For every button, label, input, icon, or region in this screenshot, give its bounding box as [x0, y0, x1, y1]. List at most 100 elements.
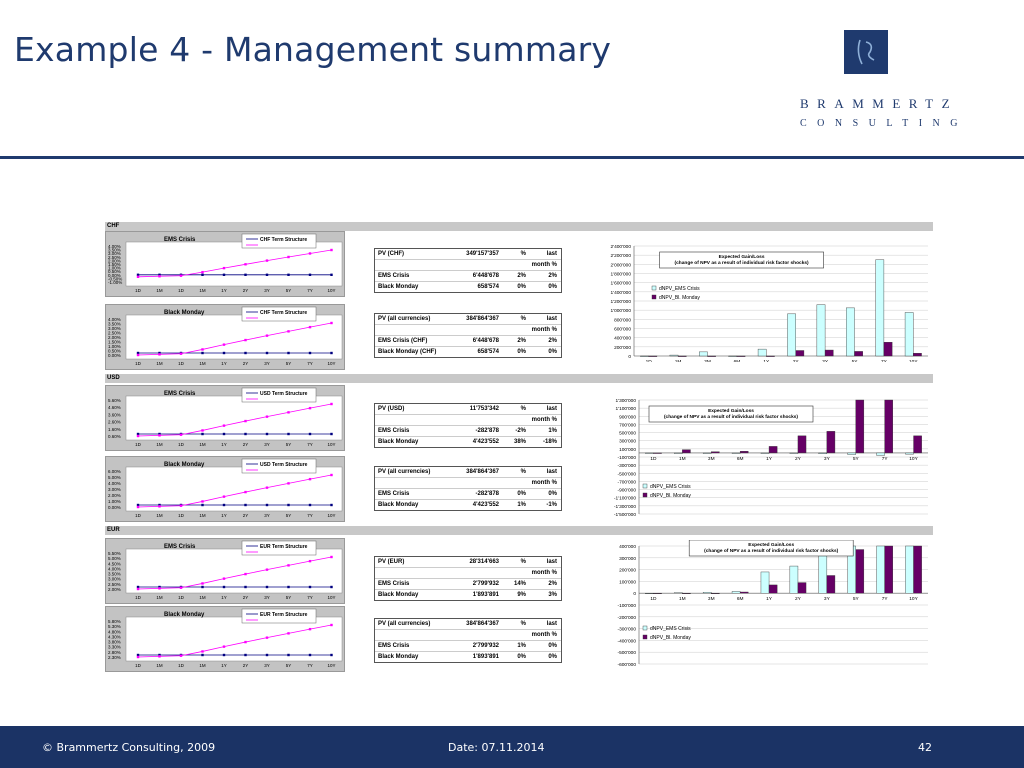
mini-point-shock	[222, 645, 226, 648]
mini-point-shock	[265, 334, 269, 337]
chart-title-box	[659, 251, 824, 269]
table-cell: -282'878	[475, 491, 499, 497]
mini-chart-usd-black-monday: Black Monday USD Term Structure 6.00% 5.00%…	[105, 456, 345, 522]
table-cell: 2%	[517, 273, 526, 279]
bar-ems	[818, 452, 828, 454]
mini-series-shock	[137, 249, 332, 278]
mini-xtick: 1Y	[221, 361, 227, 366]
mini-point-base	[201, 585, 204, 589]
mini-ytick: 5.30%	[108, 624, 121, 629]
table-row: PV (USD) 11'753'342% last	[375, 404, 561, 415]
mini-xtick: 1M	[156, 288, 163, 293]
bar-ems	[905, 452, 914, 455]
mini-point-shock	[201, 348, 204, 351]
legend-swatch	[642, 483, 648, 489]
mini-xtick: 1M	[199, 288, 206, 293]
mini-chart-title: EMS Crisis	[164, 544, 196, 550]
table-cell: 1%	[517, 502, 526, 508]
mini-point-base	[330, 503, 333, 507]
xtick-label: 1Y	[766, 456, 773, 462]
mini-xtick: 1M	[199, 513, 206, 518]
chart-title-line: (change of NPV as a result of individual…	[675, 260, 809, 266]
bar-ems	[760, 571, 770, 594]
ytick-label: -200'000	[617, 615, 636, 621]
bar-bm	[854, 351, 863, 357]
xtick-label: 3M	[708, 456, 715, 462]
bar-ems	[757, 348, 767, 357]
bar-ems	[702, 592, 712, 594]
bar-bm	[739, 451, 749, 454]
mini-point-shock	[136, 275, 140, 278]
table-row: month %	[375, 260, 561, 271]
ytick-label: 1'100'000	[615, 406, 636, 412]
mini-legend-box	[241, 458, 317, 474]
bar-ems	[789, 565, 799, 594]
mini-legend-label: USD Term Structure	[260, 391, 308, 397]
ytick-label: 400'000	[619, 544, 636, 550]
table-cell: 0%	[517, 491, 526, 497]
mini-xtick: 1Y	[221, 513, 227, 518]
table-cell: PV (USD)	[378, 406, 405, 412]
mini-xtick: 1M	[199, 361, 206, 366]
mini-ytick: -0.50%	[108, 276, 122, 281]
table-cell: Black Monday	[378, 502, 419, 508]
mini-ytick: 6.00%	[108, 469, 121, 474]
mini-point-base	[265, 503, 269, 507]
mini-point-base	[222, 351, 226, 355]
bar-ems	[816, 304, 826, 357]
mini-xtick: 1D	[135, 595, 142, 600]
mini-series-shock	[137, 322, 332, 356]
table-row: month %	[375, 568, 561, 579]
mini-point-shock	[308, 477, 312, 481]
mini-ytick: 3.00%	[108, 577, 121, 582]
mini-series-shock	[137, 474, 332, 508]
mini-xtick: 10Y	[327, 595, 335, 600]
mini-xtick: 7Y	[307, 288, 313, 293]
table-cell: PV (CHF)	[378, 251, 404, 257]
mini-point-shock	[287, 255, 290, 259]
mini-point-base	[222, 432, 226, 436]
mini-xtick: 1D	[178, 663, 185, 668]
ytick-label: 0	[633, 591, 636, 597]
mini-xtick: 5Y	[286, 442, 292, 447]
mini-point-base	[265, 351, 269, 355]
pv-table-eur-2: PV (all currencies) 384'864'367% last month…	[374, 618, 562, 663]
bar-bm	[766, 355, 775, 357]
table-cell: last	[546, 559, 557, 565]
table-cell: month %	[531, 327, 557, 333]
mini-xtick: 5Y	[286, 595, 292, 600]
table-cell: 2%	[548, 338, 557, 344]
mini-xtick: 10Y	[327, 663, 335, 668]
xtick-label: 2Y	[795, 456, 802, 462]
table-cell: 1'893'891	[472, 654, 499, 660]
xtick-label: 7Y	[882, 596, 889, 602]
xtick-label: 1D	[646, 359, 653, 362]
bar-ems	[876, 452, 885, 456]
mini-xtick: 7Y	[307, 595, 313, 600]
mini-ytick: 3.80%	[108, 640, 121, 645]
mini-point-shock	[136, 353, 140, 357]
table-row: Black Monday 4'423'552 1% -1%	[375, 500, 561, 510]
bar-ems	[787, 313, 796, 357]
table-cell: 0%	[517, 349, 526, 355]
mini-series-shock	[137, 403, 332, 437]
table-cell: Black Monday	[378, 592, 419, 598]
mini-plot-area	[125, 241, 343, 287]
mini-point-shock	[179, 352, 183, 355]
mini-point-shock	[287, 411, 290, 414]
mini-point-shock	[244, 572, 247, 576]
mini-ytick: 5.50%	[108, 551, 121, 556]
mini-xtick: 2Y	[243, 595, 249, 600]
table-cell: month %	[531, 417, 557, 423]
mini-legend-box	[241, 540, 317, 556]
ytick-label: -300'000	[617, 463, 636, 469]
big-chart-usd: 1'300'000 1'100'000 900'000 700'000 500'000 3…	[597, 394, 932, 520]
mini-xtick: 1M	[199, 595, 206, 600]
table-cell: month %	[531, 632, 557, 638]
mini-xtick: 5Y	[286, 288, 292, 293]
ytick-label: -400'000	[617, 638, 636, 644]
mini-xtick: 5Y	[286, 663, 292, 668]
mini-xtick: 2Y	[243, 663, 249, 668]
table-cell: 6'448'678	[472, 338, 499, 344]
table-row: PV (all currencies) 384'864'367% last	[375, 619, 561, 630]
